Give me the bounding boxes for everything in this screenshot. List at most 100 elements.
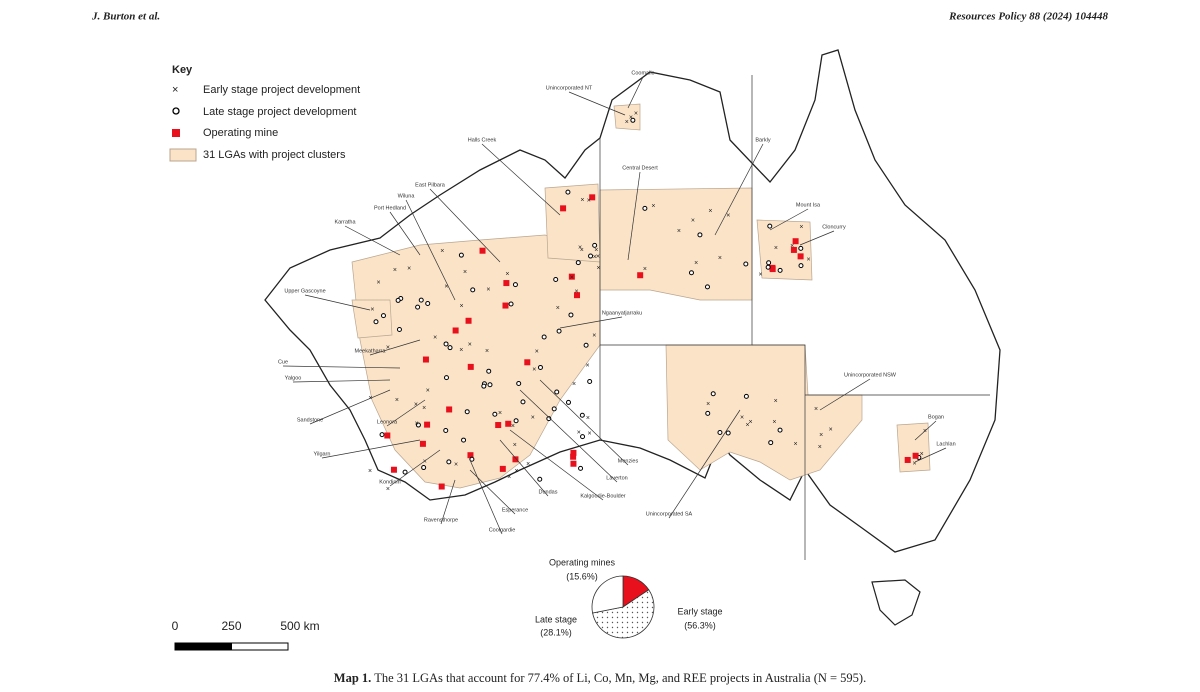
marker-early: × (726, 212, 730, 219)
marker-early: × (414, 402, 418, 409)
marker-late (415, 304, 421, 310)
marker-early: × (393, 267, 397, 274)
marker-mine (637, 272, 644, 279)
marker-mine (570, 460, 577, 467)
marker-late (520, 399, 526, 405)
marker-early: × (634, 110, 638, 117)
marker-mine (479, 247, 486, 254)
marker-mine (419, 440, 426, 447)
marker-mine (797, 253, 804, 260)
project-markers: × × × × × × × × × × × × × × × × × × × × × × × × × × × × × × × × × × × × × × × ×… (368, 110, 927, 493)
marker-late (697, 232, 703, 238)
leader-line (668, 409, 741, 519)
leader-line (344, 225, 401, 256)
lga-region-qld (756, 219, 813, 281)
lga-label: Lachlan (936, 441, 955, 447)
marker-early: × (386, 344, 390, 351)
marker-mine (390, 466, 397, 473)
marker-late (512, 282, 518, 288)
marker-mine (912, 452, 919, 459)
marker-early: × (423, 459, 427, 466)
marker-mine (512, 456, 519, 463)
leader-line (499, 439, 549, 497)
pie-label: Operating mines (549, 557, 616, 567)
marker-early: × (459, 347, 463, 354)
marker-early: × (386, 486, 390, 493)
lga-label: Bogan (928, 414, 944, 420)
marker-mine (574, 292, 581, 299)
marker-late (546, 416, 552, 422)
marker-mine (467, 452, 474, 459)
lga-region-coomalie (613, 103, 641, 131)
state-borders (599, 75, 990, 560)
marker-early: × (772, 419, 776, 426)
marker-early: × (759, 272, 763, 279)
marker-late (461, 437, 467, 443)
lga-label: Cue (278, 359, 288, 365)
marker-early: × (415, 420, 419, 427)
pie-label: Late stage (535, 614, 577, 624)
marker-early: × (818, 444, 822, 451)
lga-label: Port Hedland (374, 205, 406, 211)
marker-early: × (433, 334, 437, 341)
marker-late (481, 383, 487, 389)
marker-early: × (578, 244, 582, 251)
lga-label: Kondinin (379, 479, 400, 485)
leader-line (389, 449, 441, 487)
lga-regions (351, 103, 931, 489)
marker-early: × (592, 333, 596, 340)
lga-label: Wiluna (398, 193, 416, 199)
lga-label: Dundas (539, 489, 558, 495)
leader-line (389, 211, 421, 256)
marker-late (717, 430, 723, 436)
leader-line (509, 429, 604, 501)
lga-label: Leonora (377, 419, 398, 425)
marker-late (447, 345, 453, 351)
marker-early: × (422, 405, 426, 412)
leader-line (469, 459, 503, 535)
marker-early: × (507, 474, 511, 481)
marker-early: × (485, 348, 489, 355)
marker-late (415, 422, 421, 428)
marker-late (765, 264, 771, 270)
marker-early: × (774, 245, 778, 252)
marker-early: × (829, 427, 833, 434)
marker-mine (570, 449, 577, 456)
lga-region-wa (351, 234, 601, 489)
marker-late (705, 410, 711, 416)
pie-value-label: (56.3%) (684, 620, 716, 630)
pie-label: Early stage (677, 606, 722, 616)
marker-mine (465, 317, 472, 324)
key-item: Early stage project development (203, 84, 360, 96)
marker-late (425, 301, 431, 307)
marker-late (396, 327, 402, 333)
marker-early: × (572, 381, 576, 388)
scale-tick-label: 250 (221, 619, 241, 633)
caption-label: Map 1. (334, 671, 372, 685)
lga-label: Kalgoorlie-Boulder (580, 493, 625, 499)
marker-mine (524, 359, 531, 366)
header-authors: J. Burton et al. (91, 11, 160, 23)
lga-label: Esperance (502, 507, 528, 513)
lga-label: Karratha (334, 219, 356, 225)
leader-line (405, 199, 456, 301)
marker-late (579, 412, 585, 418)
marker-late (743, 261, 749, 267)
marker-late (777, 267, 783, 273)
marker-early: × (574, 288, 578, 295)
marker-late (418, 297, 424, 303)
marker-early: × (580, 247, 584, 254)
leader-line (369, 339, 421, 356)
marker-late (421, 465, 427, 471)
marker-early: × (593, 254, 597, 261)
marker-early: × (799, 224, 803, 231)
marker-mine (589, 194, 596, 201)
lga-label: Unincorporated SA (646, 511, 693, 517)
leader-line (568, 91, 626, 116)
leader-line (627, 76, 644, 109)
lga-region-nt (599, 187, 753, 301)
scale-tick-label: 500 km (280, 619, 319, 633)
pie-slice (592, 589, 655, 639)
marker-late (470, 287, 476, 293)
scale-bar: 0 250 500 km (172, 619, 320, 651)
